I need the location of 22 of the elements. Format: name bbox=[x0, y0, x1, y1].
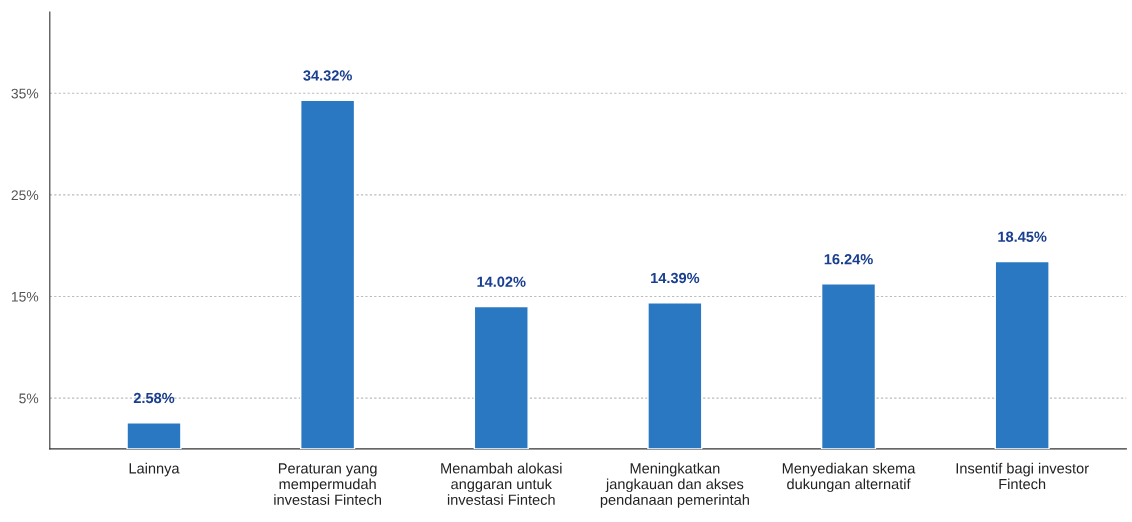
y-tick-label: 15% bbox=[11, 291, 39, 302]
x-tick-label: Lainnya bbox=[129, 462, 180, 477]
x-tick-label: Menyediakan skema dukungan alternatif bbox=[782, 462, 916, 493]
data-label: 14.02% bbox=[477, 276, 526, 287]
y-tick-label: 25% bbox=[11, 190, 39, 201]
bar bbox=[300, 99, 356, 449]
data-label: 34.32% bbox=[303, 70, 352, 81]
bar bbox=[126, 422, 182, 449]
data-label: 14.39% bbox=[651, 272, 700, 284]
bar bbox=[994, 260, 1050, 449]
data-label: 18.45% bbox=[998, 231, 1047, 242]
y-tick-label: 35% bbox=[11, 88, 39, 99]
bar bbox=[647, 302, 703, 449]
bar bbox=[473, 305, 529, 449]
x-tick-label: Peraturan yang mempermudah investasi Fintech bbox=[274, 463, 381, 505]
x-tick-label: Menambah alokasi anggaran untuk investasi Fintech bbox=[441, 462, 562, 505]
x-tick-label: Meningkatkan jangkauan dan akses pendanaan pemerintah bbox=[600, 462, 749, 508]
y-tick-label: 5% bbox=[19, 393, 39, 404]
bar bbox=[820, 283, 877, 449]
x-tick-label: Insentif bagi investor Fintech bbox=[956, 462, 1089, 490]
data-label: 2.58% bbox=[133, 392, 175, 404]
data-label: 16.24% bbox=[824, 254, 873, 265]
